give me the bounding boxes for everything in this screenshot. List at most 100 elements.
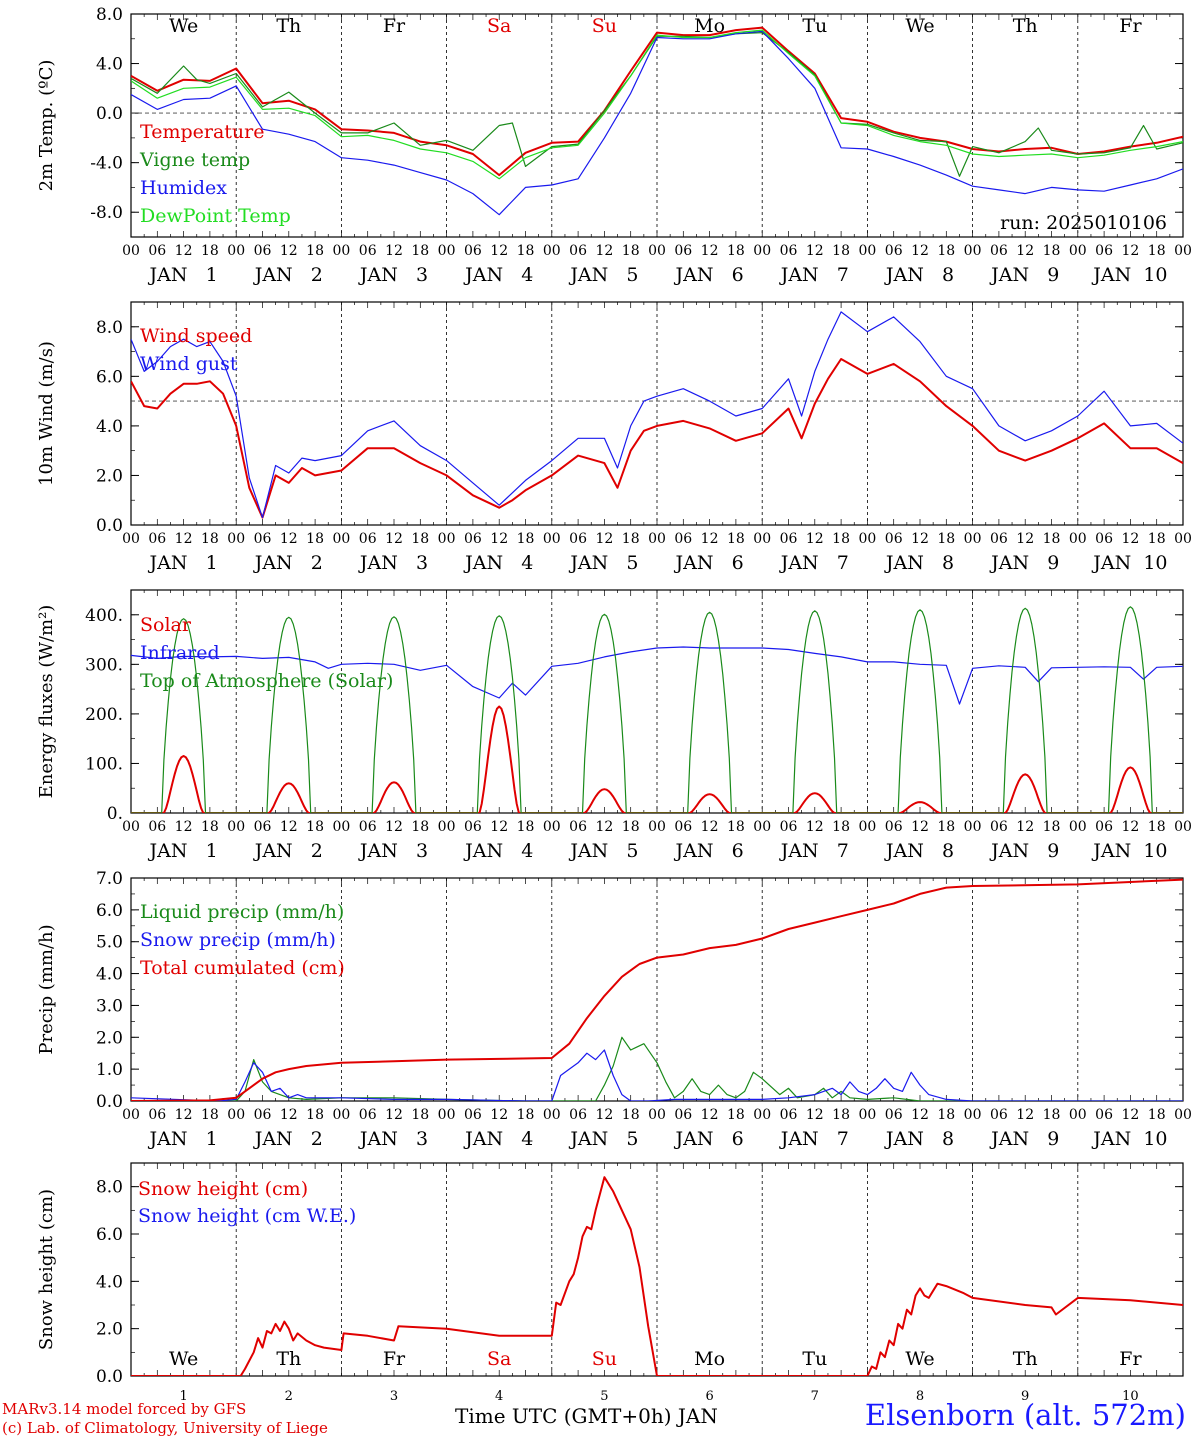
hour-tick-label: 18	[411, 531, 429, 547]
hour-tick-label: 12	[911, 1107, 929, 1123]
day-label: JAN 5	[568, 1128, 638, 1150]
legend-entry: Snow precip (mm/h)	[140, 929, 336, 951]
hour-tick-label: 00	[1174, 531, 1192, 547]
hour-tick-label: 12	[280, 819, 298, 835]
series-line	[131, 705, 1183, 813]
hour-tick-label: 00	[648, 1107, 666, 1123]
hour-tick-label: 18	[1043, 819, 1061, 835]
day-label: JAN 2	[253, 552, 323, 574]
hour-tick-label: 12	[280, 243, 298, 259]
hour-tick-label: 06	[990, 1107, 1008, 1123]
hour-tick-label: 18	[411, 819, 429, 835]
day-label: JAN 4	[463, 552, 533, 574]
day-label: JAN 9	[989, 552, 1059, 574]
y-tick-label: 2.0	[96, 1320, 123, 1340]
day-label: JAN 6	[674, 840, 744, 862]
day-label: JAN 9	[989, 264, 1059, 286]
legend-entry: Liquid precip (mm/h)	[140, 901, 344, 923]
hour-tick-label: 00	[1174, 1107, 1192, 1123]
series-line	[131, 1176, 1183, 1376]
hour-tick-label: 06	[1095, 243, 1113, 259]
hour-tick-label: 18	[201, 531, 219, 547]
hour-tick-label: 06	[254, 531, 272, 547]
model-credit: MARv3.14 model forced by GFS	[2, 1400, 247, 1418]
legend-entry: Infrared	[140, 642, 220, 664]
y-tick-label: 0.0	[96, 1367, 123, 1387]
y-tick-label: 200.	[85, 705, 123, 725]
y-tick-label: 4.0	[96, 1272, 123, 1292]
hour-tick-label: 06	[254, 1107, 272, 1123]
hour-tick-label: 00	[858, 243, 876, 259]
hour-tick-label: 12	[1016, 243, 1034, 259]
day-label: JAN 9	[989, 1128, 1059, 1150]
hour-tick-label: 06	[1095, 1107, 1113, 1123]
hour-tick-label: 18	[201, 1107, 219, 1123]
hour-tick-label: 18	[1148, 243, 1166, 259]
y-tick-label: 5.0	[96, 933, 123, 953]
y-tick-label: -8.0	[90, 203, 123, 223]
hour-tick-label: 00	[332, 819, 350, 835]
day-label: JAN 4	[463, 840, 533, 862]
hour-tick-label: 00	[122, 1107, 140, 1123]
weekday-label: Su	[592, 15, 617, 37]
hour-tick-label: 00	[964, 243, 982, 259]
series-line	[131, 29, 1183, 180]
hour-tick-label: 12	[280, 1107, 298, 1123]
precip-panel: 0.0 1.0 2.0 3.0 4.0 5.0 6.0 7.0 Precip (mm/h) 00 0…	[36, 869, 1192, 1150]
hour-tick-label: 06	[1095, 531, 1113, 547]
y-axis-title: 2m Temp. (ºC)	[36, 60, 57, 192]
y-tick-label: 300.	[85, 655, 123, 675]
y-tick-label: 1.0	[96, 1060, 123, 1080]
hour-tick-label: 06	[674, 1107, 692, 1123]
hour-tick-label: 06	[674, 531, 692, 547]
hour-tick-label: 12	[1016, 1107, 1034, 1123]
day-label: JAN 8	[884, 552, 954, 574]
legend-entry: Top of Atmosphere (Solar)	[140, 670, 393, 692]
series-line	[131, 1049, 1183, 1101]
y-tick-label: 4.0	[96, 965, 123, 985]
day-label: JAN 1	[148, 264, 218, 286]
hour-tick-label: 12	[490, 819, 508, 835]
hour-tick-label: 12	[1016, 819, 1034, 835]
hour-tick-label: 12	[175, 819, 193, 835]
hour-tick-label: 06	[464, 531, 482, 547]
y-tick-label: 0.0	[96, 1092, 123, 1112]
hour-tick-label: 12	[280, 531, 298, 547]
hour-tick-label: 18	[306, 243, 324, 259]
hour-tick-label: 12	[490, 531, 508, 547]
hour-tick-label: 06	[569, 243, 587, 259]
weekday-label: Th	[1013, 15, 1038, 37]
day-label: JAN 8	[884, 264, 954, 286]
day-label: JAN 3	[358, 264, 428, 286]
weekday-label: We	[169, 15, 198, 37]
hour-tick-label: 18	[832, 243, 850, 259]
hour-tick-label: 06	[569, 531, 587, 547]
day-number-label: 10	[1122, 1389, 1139, 1404]
legend-entry: Snow height (cm W.E.)	[138, 1205, 356, 1227]
hour-tick-label: 18	[622, 819, 640, 835]
day-label: JAN 1	[148, 1128, 218, 1150]
weekday-label: Fr	[383, 15, 406, 37]
weekday-label: Tu	[802, 1348, 827, 1370]
station-name: Elsenborn (alt. 572m)	[864, 1398, 1186, 1432]
hour-tick-label: 00	[858, 819, 876, 835]
weekday-label: Fr	[1119, 15, 1142, 37]
weekday-label: We	[169, 1348, 198, 1370]
hour-tick-label: 18	[727, 819, 745, 835]
day-label: JAN 10	[1091, 1128, 1167, 1150]
hour-tick-label: 06	[148, 819, 166, 835]
day-label: JAN 6	[674, 1128, 744, 1150]
hour-tick-label: 00	[1174, 819, 1192, 835]
legend-entry: Wind speed	[140, 325, 252, 347]
hour-tick-label: 18	[937, 1107, 955, 1123]
hour-tick-label: 12	[385, 819, 403, 835]
hour-tick-label: 12	[385, 243, 403, 259]
legend-entry: Temperature	[140, 121, 264, 143]
hour-tick-label: 18	[832, 531, 850, 547]
y-tick-label: 0.0	[96, 516, 123, 536]
hour-tick-label: 06	[885, 531, 903, 547]
legend-entry: Snow height (cm)	[138, 1178, 308, 1200]
y-tick-label: 6.0	[96, 901, 123, 921]
hour-tick-label: 06	[148, 1107, 166, 1123]
series-line	[131, 358, 1183, 519]
